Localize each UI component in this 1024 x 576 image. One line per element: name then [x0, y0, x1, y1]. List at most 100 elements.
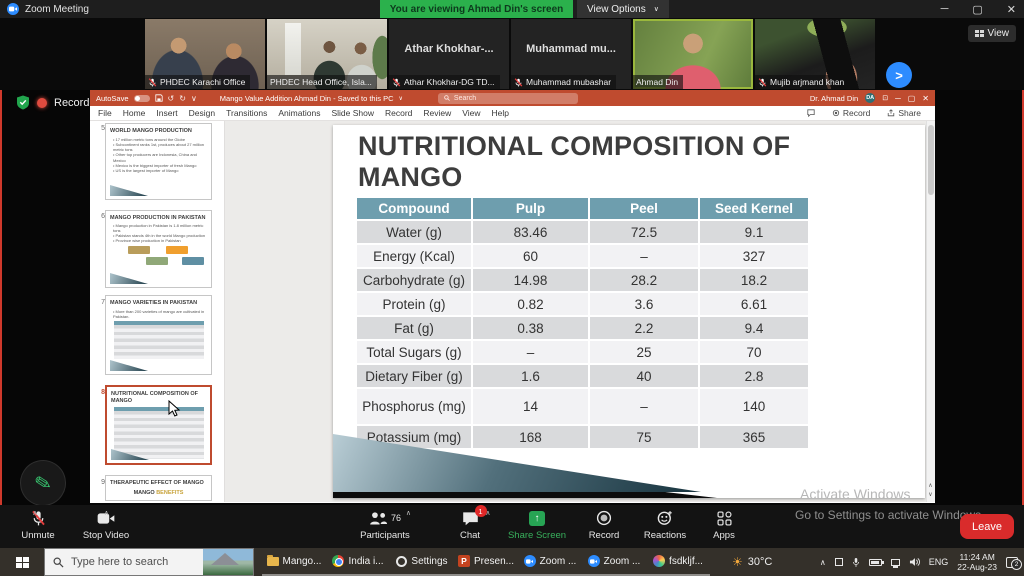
- language-indicator[interactable]: ENG: [928, 557, 949, 567]
- folder-icon: [266, 554, 279, 566]
- close-button[interactable]: ✕: [1006, 3, 1016, 16]
- tab-design[interactable]: Design: [188, 108, 216, 118]
- action-center-icon[interactable]: 2: [1006, 556, 1022, 570]
- scrollbar-arrows[interactable]: ∧ ∨: [928, 483, 933, 498]
- search-highlight-image[interactable]: [203, 549, 253, 575]
- tab-insert[interactable]: Insert: [156, 108, 178, 118]
- minimize-button[interactable]: ─: [940, 3, 949, 15]
- autosave-toggle[interactable]: [133, 94, 150, 102]
- participants-count: 76: [390, 513, 401, 523]
- network-icon[interactable]: [890, 558, 900, 568]
- ribbon-options-icon[interactable]: ⊡: [882, 95, 889, 102]
- taskbar-app-folder[interactable]: Mango...: [262, 548, 326, 576]
- ppt-body: 5 WORLD MANGO PRODUCTION 17 million metr…: [90, 121, 935, 502]
- chevron-up-icon[interactable]: ∧: [103, 510, 109, 517]
- tab-file[interactable]: File: [98, 108, 112, 118]
- slide-thumbnail-7[interactable]: MANGO VARIETIES IN PAKISTAN More than 20…: [105, 295, 212, 375]
- next-participants-button[interactable]: >: [886, 62, 912, 88]
- tray-date: 22-Aug-23: [957, 562, 997, 572]
- user-avatar[interactable]: DA: [865, 93, 876, 103]
- participants-button[interactable]: 76 ∧ Participants: [360, 510, 411, 541]
- chevron-up-icon[interactable]: ∧: [405, 510, 411, 517]
- slide-thumbnail-6[interactable]: MANGO PRODUCTION IN PAKISTAN Mango produ…: [105, 210, 212, 288]
- tab-view[interactable]: View: [462, 108, 481, 118]
- table-row: Fat (g) 0.38 2.2 9.4: [355, 315, 810, 341]
- battery-icon[interactable]: [868, 558, 884, 566]
- participant-label: Muhammad mubashar: [511, 75, 617, 89]
- ribbon-share-button[interactable]: Share: [887, 108, 921, 118]
- window-controls: ─ ▢ ✕: [941, 0, 1016, 18]
- autosave-label: AutoSave: [96, 93, 129, 103]
- redo-icon[interactable]: ↻: [179, 93, 186, 103]
- annotation-pencil-button[interactable]: ✎: [15, 455, 71, 511]
- tab-animations[interactable]: Animations: [278, 108, 321, 118]
- chat-badge: 1: [474, 505, 487, 517]
- maximize-button[interactable]: ▢: [972, 3, 983, 16]
- save-icon[interactable]: [154, 94, 163, 102]
- nutrition-mini-table: [113, 406, 204, 459]
- participant-tile[interactable]: PHDEC Karachi Office: [145, 19, 265, 89]
- quick-access-chevron-icon[interactable]: ∨: [190, 93, 197, 103]
- record-button[interactable]: Record: [566, 509, 642, 541]
- participant-tile[interactable]: Mujib arjmand khan: [755, 19, 875, 89]
- taskbar-app-zoom-2[interactable]: Zoom ...: [582, 548, 646, 576]
- view-options-button[interactable]: View Options ∨: [577, 0, 669, 18]
- participant-label: Mujib arjmand khan: [755, 75, 850, 89]
- ribbon-record-button[interactable]: Record: [832, 108, 870, 118]
- tab-transitions[interactable]: Transitions: [226, 108, 268, 118]
- taskbar-app-zoom-1[interactable]: Zoom ...: [518, 548, 582, 576]
- speaker-icon[interactable]: [909, 557, 920, 567]
- ppt-search-box[interactable]: Search: [437, 92, 578, 104]
- zoom-app-icon: [7, 3, 19, 15]
- tray-chevron-icon[interactable]: ∧: [819, 557, 826, 567]
- virtual-desktop-icon[interactable]: [834, 558, 843, 566]
- view-button[interactable]: View: [967, 25, 1016, 42]
- apps-button[interactable]: Apps: [686, 509, 762, 541]
- slide-thumbnail-8-selected[interactable]: NUTRITIONAL COMPOSITION OF MANGO: [105, 385, 212, 465]
- unmute-button[interactable]: ∧ Unmute: [21, 510, 55, 541]
- participant-tile-active-speaker[interactable]: Ahmad Din: [633, 19, 753, 89]
- mic-tray-icon[interactable]: [852, 557, 860, 568]
- start-button[interactable]: [0, 548, 44, 576]
- notification-count-badge: 2: [1011, 558, 1022, 570]
- tab-review[interactable]: Review: [423, 108, 452, 118]
- participant-display-name: Muhammad mu...: [526, 43, 616, 55]
- taskbar-clock[interactable]: 11:24 AM 22-Aug-23: [957, 552, 997, 572]
- tab-record[interactable]: Record: [384, 108, 413, 118]
- table-row: Carbohydrate (g) 14.98 28.2 18.2: [355, 267, 810, 293]
- participant-tile[interactable]: Athar Khokhar-... Athar Khokhar-DG TD...: [389, 19, 509, 89]
- smiley-icon: [657, 511, 672, 525]
- ppt-restore-button[interactable]: ▢: [907, 93, 916, 103]
- leave-button[interactable]: Leave: [960, 514, 1014, 539]
- system-tray: ∧ ENG 11:24 AM 22-Aug-23 2: [820, 552, 1024, 572]
- reactions-button[interactable]: Reactions: [627, 509, 703, 541]
- scrollbar-thumb[interactable]: [928, 125, 934, 195]
- ppt-minimize-button[interactable]: ─: [895, 93, 901, 103]
- slide-thumbnail-9[interactable]: THERAPEUTIC EFFECT OF MANGO MANGO BENEFI…: [105, 475, 212, 501]
- tab-slide-show[interactable]: Slide Show: [331, 108, 374, 118]
- share-screen-button[interactable]: ↑ Share Screen: [507, 510, 567, 541]
- taskbar-app-notepad[interactable]: fsdkljf...: [646, 548, 710, 576]
- taskbar-app-settings[interactable]: Settings: [390, 548, 454, 576]
- slide-thumbnail-5[interactable]: WORLD MANGO PRODUCTION 17 million metric…: [105, 123, 212, 200]
- comments-button[interactable]: [807, 109, 815, 117]
- tab-home[interactable]: Home: [122, 108, 146, 118]
- doc-title-chevron-icon[interactable]: ∨: [398, 95, 403, 102]
- stop-video-button[interactable]: ∧ Stop Video: [82, 510, 130, 541]
- chat-button[interactable]: 1 ∧ Chat: [459, 505, 491, 541]
- taskbar-app-powerpoint[interactable]: P Presen...: [454, 548, 518, 576]
- vertical-scrollbar[interactable]: ∧ ∨: [926, 121, 935, 502]
- participant-tile[interactable]: PHDEC Head Office, Isla...: [267, 19, 387, 89]
- chevron-up-icon[interactable]: ∧: [485, 510, 491, 517]
- undo-icon[interactable]: ↺: [167, 93, 175, 103]
- chevron-up-icon[interactable]: ∧: [32, 510, 38, 517]
- tab-help[interactable]: Help: [491, 108, 510, 118]
- weather-widget[interactable]: ☀ 30°C: [732, 555, 772, 569]
- taskbar-app-chrome[interactable]: India i...: [326, 548, 390, 576]
- taskbar-search[interactable]: Type here to search: [44, 548, 254, 576]
- mic-muted-icon: [758, 77, 767, 87]
- ppt-close-button[interactable]: ✕: [922, 93, 929, 103]
- slide-thumbnail-panel: 5 WORLD MANGO PRODUCTION 17 million metr…: [90, 121, 225, 502]
- participant-tile[interactable]: Muhammad mu... Muhammad mubashar: [511, 19, 631, 89]
- shared-screen: Recording AutoSave ↺ ↻ ∨ Mango Value Add…: [0, 90, 1024, 548]
